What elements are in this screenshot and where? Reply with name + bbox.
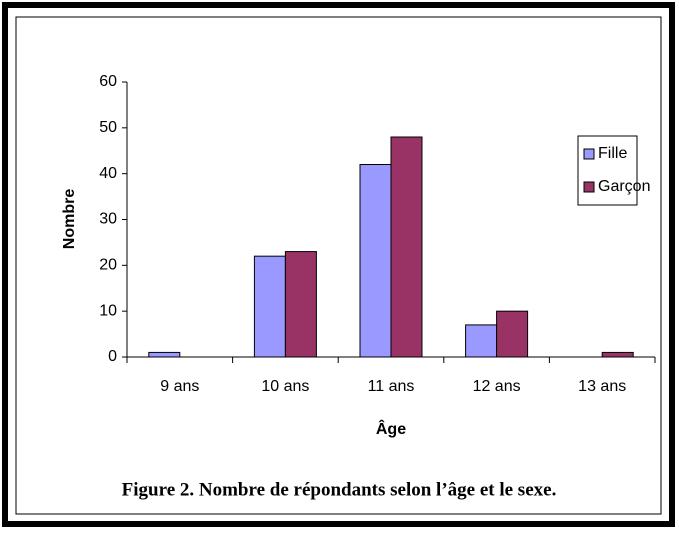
x-tick-label: 10 ans [261, 378, 309, 395]
inner-frame [15, 16, 662, 515]
bar [390, 136, 423, 358]
legend-label: Fille [598, 145, 627, 162]
x-tick-label: 11 ans [368, 378, 415, 395]
bar [465, 324, 498, 358]
y-tick-label: 60 [99, 73, 117, 90]
legend-swatch [583, 181, 595, 193]
bar [284, 251, 317, 358]
outer-frame [2, 2, 675, 527]
bar [496, 310, 529, 358]
y-tick-label: 20 [99, 257, 117, 274]
legend-swatch [583, 148, 595, 160]
legend-box [577, 135, 638, 206]
x-axis-label: Âge [376, 419, 406, 438]
y-tick-label: 50 [99, 119, 117, 136]
bar [148, 351, 181, 358]
bar [253, 255, 286, 358]
legend-label: Garçon [598, 178, 650, 195]
y-axis-label: Nombre [61, 189, 78, 250]
y-tick-label: 40 [99, 165, 117, 182]
caption: Figure 2. Nombre de répondants selon l’â… [122, 479, 557, 500]
bar [359, 164, 392, 358]
x-tick-label: 12 ans [473, 378, 521, 395]
y-tick-label: 0 [108, 348, 117, 365]
y-tick-label: 30 [99, 211, 117, 228]
x-tick-label: 9 ans [160, 378, 199, 395]
bar [601, 351, 634, 358]
x-tick-label: 13 ans [578, 378, 626, 395]
y-tick-label: 10 [99, 302, 117, 319]
